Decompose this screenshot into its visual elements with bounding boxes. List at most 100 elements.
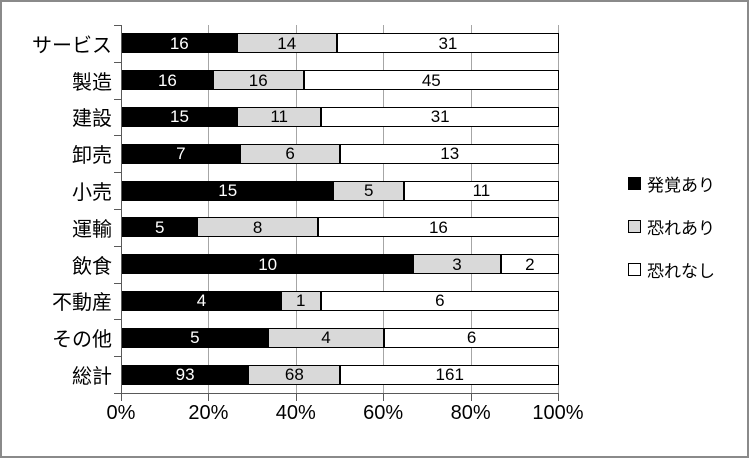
bar-segment: 14: [236, 33, 337, 54]
legend-label: 発覚あり: [647, 175, 715, 195]
bar-segment: 6: [239, 143, 341, 164]
y-axis-tick: [114, 245, 121, 247]
bar-row: 10 3 2: [122, 246, 559, 283]
x-axis-tick-label: 80%: [450, 402, 491, 424]
x-axis-tick-label: 100%: [532, 402, 584, 424]
category-label: 卸売: [72, 145, 112, 168]
bar-segment: 161: [340, 364, 559, 385]
gridline: [558, 25, 559, 393]
legend-swatch-icon: [628, 176, 641, 190]
category-label: 不動産: [52, 292, 112, 315]
gridline: [208, 25, 210, 393]
x-axis-tick: [295, 394, 297, 401]
bar-segment: 10: [122, 254, 414, 275]
bar-segment: 15: [122, 180, 334, 201]
y-axis-tick: [114, 172, 121, 174]
category-label: 建設: [72, 108, 112, 131]
bar-segment: 6: [320, 290, 559, 311]
bar-segment: 5: [122, 327, 268, 348]
x-axis-tick-label: 20%: [188, 402, 229, 424]
bar-row: 16 16 45: [122, 62, 559, 99]
y-axis-tick: [114, 98, 121, 100]
category-label: 運輸: [72, 218, 112, 241]
y-axis-tick: [114, 135, 121, 137]
bar-row: 7 6 13: [122, 135, 559, 172]
x-axis-tick: [383, 394, 385, 401]
legend: 発覚あり恐れあり恐れなし: [628, 174, 715, 303]
x-axis-tick: [470, 394, 472, 401]
bar-segment: 8: [197, 217, 318, 238]
stacked-bar: 16 14 31: [122, 33, 559, 54]
y-axis-tick: [114, 393, 121, 394]
bar-row: 93 68 161: [122, 356, 559, 393]
bar-segment: 13: [340, 143, 559, 164]
bar-segment: 11: [403, 180, 559, 201]
x-axis-tick-label: 0%: [106, 402, 136, 424]
category-label: 総計: [72, 366, 112, 389]
bar-segment: 68: [248, 364, 341, 385]
bar-row: 16 14 31: [122, 25, 559, 62]
category-label: その他: [52, 329, 112, 352]
bar-segment: 16: [212, 70, 304, 91]
x-axis-tick: [208, 394, 210, 401]
bar-segment: 6: [384, 327, 559, 348]
bar-segment: 15: [122, 106, 237, 127]
plot-area: 16 14 31 16 16 45 15 11 31 7 6 13 15 5 11 5 8 16 10 3 2 4 1 6 5 4…: [121, 25, 559, 394]
y-axis-tick: [114, 209, 121, 210]
bar-segment: 4: [122, 290, 281, 311]
stacked-bar: 5 8 16: [122, 217, 559, 238]
bar-segment: 4: [267, 327, 385, 348]
y-axis-tick: [114, 25, 121, 26]
bar-segment: 16: [122, 70, 213, 91]
bar-segment: 93: [122, 364, 249, 385]
x-axis-tick: [558, 394, 559, 401]
bar-segment: 11: [237, 106, 322, 127]
stacked-bar: 15 11 31: [122, 106, 559, 127]
stacked-bar: 93 68 161: [122, 364, 559, 385]
legend-item: 恐れなし: [628, 260, 715, 281]
category-axis-labels: サービス 製造 建設 卸売 小売 運輸 飲食 不動産 その他 総計: [2, 25, 112, 393]
y-axis-tick: [114, 319, 121, 321]
gridline: [470, 25, 472, 393]
x-axis-tick-label: 60%: [363, 402, 404, 424]
bar-segment: 3: [413, 254, 501, 275]
bar-rows: 16 14 31 16 16 45 15 11 31 7 6 13 15 5 11 5 8 16 10 3 2 4 1 6 5 4…: [122, 25, 559, 393]
bar-segment: 16: [317, 217, 559, 238]
legend-swatch-icon: [628, 219, 641, 233]
category-label: 飲食: [72, 255, 112, 278]
stacked-bar: 15 5 11: [122, 180, 559, 201]
bar-segment: 1: [280, 290, 321, 311]
bar-segment: 31: [336, 33, 559, 54]
bar-segment: 5: [122, 217, 198, 238]
x-axis-tick: [121, 394, 122, 401]
legend-label: 恐れなし: [647, 261, 715, 281]
category-label: 小売: [72, 182, 112, 205]
gridline: [295, 25, 297, 393]
bar-segment: 7: [122, 143, 240, 164]
bar-row: 15 11 31: [122, 99, 559, 136]
bar-segment: 5: [333, 180, 404, 201]
stacked-bar: 7 6 13: [122, 143, 559, 164]
legend-label: 恐れあり: [647, 218, 715, 238]
legend-item: 恐れあり: [628, 217, 715, 238]
y-axis-tick: [114, 282, 121, 284]
bar-segment: 16: [122, 33, 237, 54]
y-axis-tick: [114, 356, 121, 358]
bar-row: 15 5 11: [122, 172, 559, 209]
stacked-bar: 16 16 45: [122, 70, 559, 91]
bar-segment: 2: [500, 254, 559, 275]
gridline: [383, 25, 385, 393]
legend-item: 発覚あり: [628, 174, 715, 195]
legend-swatch-icon: [628, 262, 641, 276]
stacked-bar: 10 3 2: [122, 254, 559, 275]
x-axis-tick-label: 40%: [275, 402, 316, 424]
bar-row: 5 8 16: [122, 209, 559, 246]
bar-segment: 31: [321, 106, 559, 127]
bar-segment: 45: [303, 70, 559, 91]
category-label: 製造: [72, 71, 112, 94]
y-axis-tick: [114, 61, 121, 63]
